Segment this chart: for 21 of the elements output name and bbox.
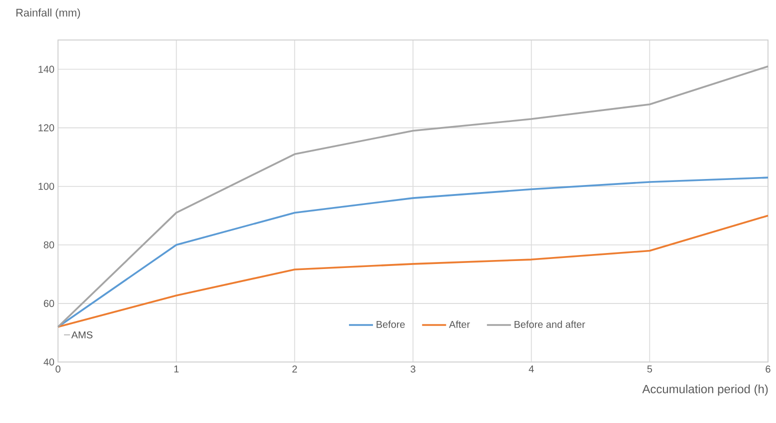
legend-label: Before: [376, 320, 405, 328]
y-axis-title: Rainfall (mm): [16, 8, 80, 19]
line-series: [57, 65, 769, 328]
y-tick-label: 100: [38, 182, 54, 190]
x-tick-label: 4: [528, 366, 534, 372]
y-tick-label: 60: [44, 300, 54, 307]
x-tick-label: 5: [647, 366, 652, 372]
y-tick-label: 80: [44, 241, 54, 248]
y-tick-label: 40: [44, 358, 54, 366]
legend-label: Before and after: [514, 320, 586, 328]
y-tick-label: 140: [38, 66, 54, 73]
x-tick-label: 2: [292, 366, 297, 372]
x-tick-label: 3: [410, 366, 416, 373]
annotation: AMS: [71, 331, 92, 338]
x-tick-label: 0: [56, 366, 60, 373]
x-tick-label: 1: [174, 366, 179, 372]
line-series: [57, 214, 769, 328]
y-tick-label: 120: [38, 124, 54, 132]
x-axis-title: Accumulation period (h): [642, 384, 768, 396]
legend-label: After: [449, 320, 470, 328]
x-tick-label: 6: [766, 366, 770, 373]
